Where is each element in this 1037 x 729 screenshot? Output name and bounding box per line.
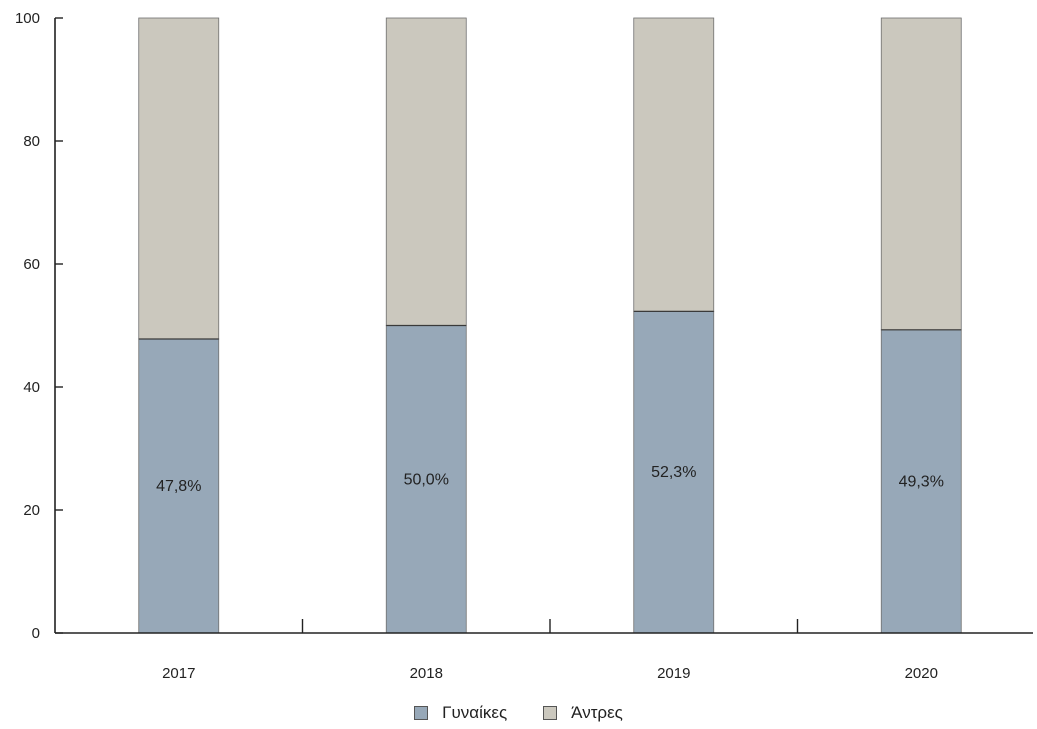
data-label-2020: 49,3% [899,473,944,490]
bar-men-2020 [880,17,962,331]
legend-label-men: Άντρες [571,703,623,722]
bar-women-2017 [138,338,220,634]
legend-swatch-women [414,706,429,720]
y-tick-label-60: 60 [23,256,40,273]
x-tick-label-2019: 2019 [657,665,690,682]
legend: Γυναίκες Άντρες [0,703,1037,723]
y-tick-label-20: 20 [23,502,40,519]
x-tick-label-2020: 2020 [905,665,938,682]
data-label-2017: 47,8% [156,478,201,495]
bar-women-2020 [880,329,962,634]
bar-men-2017 [138,17,220,340]
x-tick-label-2017: 2017 [162,665,195,682]
legend-label-women: Γυναίκες [442,703,508,722]
bar-men-2019 [633,17,715,312]
bar-women-2018 [385,325,467,634]
y-tick-label-40: 40 [23,379,40,396]
chart: 47,8% 2017 50,0% 2018 52,3% 2019 49,3% 2020 0 20 4… [15,10,1033,682]
y-tick-label-80: 80 [23,133,40,150]
bar-men-2018 [385,17,467,326]
legend-item-men: Άντρες [543,703,623,723]
x-tick-label-2018: 2018 [410,665,443,682]
y-tick-label-100: 100 [15,10,40,27]
data-label-2019: 52,3% [651,464,696,481]
legend-item-women: Γυναίκες [414,703,507,723]
bar-women-2019 [633,310,715,634]
data-label-2018: 50,0% [404,471,449,488]
y-tick-label-0: 0 [32,625,40,642]
legend-swatch-men [543,706,558,720]
